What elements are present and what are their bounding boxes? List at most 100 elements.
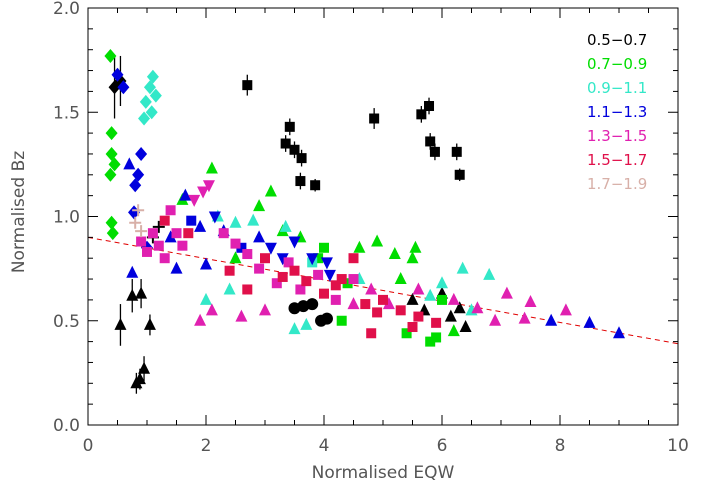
data-point xyxy=(425,336,436,347)
trend-line xyxy=(87,236,679,345)
data-point xyxy=(431,332,442,343)
data-point xyxy=(382,297,395,310)
data-point xyxy=(489,313,502,326)
data-point xyxy=(105,215,118,230)
data-point xyxy=(126,265,139,278)
data-point xyxy=(583,315,596,328)
data-point xyxy=(218,228,229,239)
data-point xyxy=(177,240,188,251)
data-point xyxy=(108,157,121,172)
data-point xyxy=(348,253,359,264)
data-point xyxy=(186,215,197,226)
data-point xyxy=(138,111,151,126)
legend-entry: 1.1−1.3 xyxy=(587,103,647,121)
data-point xyxy=(360,299,371,310)
data-point xyxy=(123,157,136,170)
data-point xyxy=(425,136,436,147)
data-point xyxy=(371,234,384,247)
data-point xyxy=(545,313,558,326)
data-point xyxy=(416,109,427,120)
data-point xyxy=(313,269,324,280)
data-point xyxy=(170,261,183,274)
data-point xyxy=(395,305,406,316)
data-point xyxy=(188,194,201,207)
data-point xyxy=(284,121,295,132)
data-point xyxy=(348,274,359,285)
data-point xyxy=(444,309,457,322)
data-point xyxy=(242,284,253,295)
data-point xyxy=(320,257,333,270)
data-point xyxy=(114,317,127,330)
data-point xyxy=(330,294,341,305)
legend-entry: 0.9−1.1 xyxy=(587,79,647,97)
data-point xyxy=(300,317,313,330)
data-point xyxy=(283,257,294,268)
y-tick-label: 1.0 xyxy=(53,208,80,228)
data-point xyxy=(347,297,360,310)
data-point xyxy=(453,301,466,314)
data-point xyxy=(135,146,148,161)
data-point xyxy=(205,303,218,316)
data-point xyxy=(179,188,192,201)
data-point xyxy=(401,328,412,339)
data-point xyxy=(264,184,277,197)
data-point xyxy=(353,240,366,253)
data-point xyxy=(295,176,306,187)
data-point xyxy=(412,282,425,295)
data-point xyxy=(253,199,266,212)
data-point xyxy=(407,322,418,333)
legend-entry: 1.3−1.5 xyxy=(587,127,647,145)
data-point xyxy=(164,230,177,243)
data-point xyxy=(152,220,165,233)
data-point xyxy=(336,274,347,285)
data-point xyxy=(279,219,292,232)
data-point xyxy=(194,219,207,232)
data-point xyxy=(431,317,442,328)
data-point xyxy=(280,138,291,149)
data-point xyxy=(132,167,145,182)
x-tick-label: 10 xyxy=(667,436,689,456)
data-point xyxy=(447,324,460,337)
data-point xyxy=(104,167,117,182)
data-point xyxy=(330,280,341,291)
data-point xyxy=(424,288,437,301)
data-point xyxy=(111,67,124,82)
data-point xyxy=(242,249,253,260)
data-point xyxy=(146,69,159,84)
data-point xyxy=(424,100,435,111)
axes: 0 2 4 6 8 10 0.0 0.5 1.0 1.5 2.0 xyxy=(53,0,689,456)
data-point xyxy=(129,216,142,229)
data-point xyxy=(437,294,447,305)
data-point xyxy=(336,315,347,326)
data-point xyxy=(454,169,465,180)
data-point xyxy=(613,326,625,339)
legend-entry: 1.7−1.9 xyxy=(587,175,647,193)
legend: 0.5−0.7 0.7−0.9 0.9−1.1 1.1−1.3 1.3−1.5 1.5−1… xyxy=(587,31,647,193)
data-point xyxy=(388,247,401,260)
data-point xyxy=(254,263,265,274)
data-point xyxy=(135,225,148,238)
data-point xyxy=(136,236,147,247)
data-point xyxy=(429,146,440,157)
x-tick-label: 6 xyxy=(437,436,448,456)
data-point xyxy=(406,292,419,305)
data-point xyxy=(320,312,333,325)
legend-entry: 0.7−0.9 xyxy=(587,55,647,73)
data-point xyxy=(306,298,319,311)
data-point xyxy=(159,253,170,264)
data-point xyxy=(306,253,319,266)
data-point xyxy=(128,205,141,220)
data-point xyxy=(149,88,162,103)
data-point xyxy=(143,317,156,330)
data-point xyxy=(229,251,242,264)
data-point xyxy=(366,328,377,339)
data-point xyxy=(132,204,145,217)
legend-entry: 0.5−0.7 xyxy=(587,31,647,49)
y-axis-title: Normalised Bz xyxy=(9,151,29,273)
x-tick-label: 2 xyxy=(201,436,212,456)
y-tick-label: 1.5 xyxy=(53,103,80,123)
data-point xyxy=(289,144,300,155)
data-point xyxy=(406,251,419,264)
data-point xyxy=(247,213,260,226)
data-point xyxy=(106,226,119,241)
